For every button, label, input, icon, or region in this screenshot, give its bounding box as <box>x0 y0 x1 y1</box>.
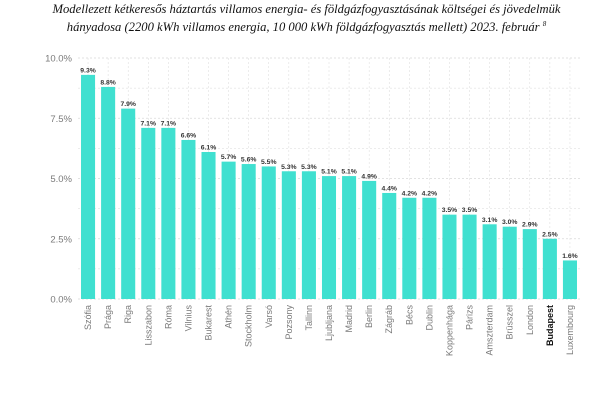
data-label: 5.3% <box>281 164 297 171</box>
x-tick-label: Róma <box>163 305 173 329</box>
data-label: 8.8% <box>100 79 116 86</box>
bar <box>101 86 116 299</box>
x-tick-label: London <box>525 305 535 335</box>
bar <box>161 127 176 299</box>
bar <box>281 171 296 299</box>
bar <box>201 151 216 299</box>
data-label: 5.1% <box>321 169 337 176</box>
x-tick-label: Koppenhága <box>444 305 454 356</box>
bar <box>321 176 337 299</box>
data-label: 5.7% <box>221 154 237 161</box>
x-tick-label: Zágráb <box>384 305 394 334</box>
x-tick-label: Vilnius <box>183 305 193 332</box>
data-label: 5.3% <box>301 164 317 171</box>
bar <box>542 238 557 299</box>
bar <box>402 197 417 299</box>
data-label: 3.5% <box>462 207 478 214</box>
chart-title-line1: Modellezett kétkeresős háztartás villamo… <box>52 2 561 16</box>
data-label: 5.1% <box>341 169 357 176</box>
data-label: 9.3% <box>80 67 96 74</box>
data-label: 3.0% <box>502 219 518 226</box>
y-tick-label: 5.0% <box>50 174 72 185</box>
data-label: 7.1% <box>141 120 157 127</box>
chart-title-line2-text: hányadosa (2200 kWh villamos energia, 10… <box>66 20 540 35</box>
bar <box>81 74 96 300</box>
x-tick-label: Prága <box>103 305 113 329</box>
bar <box>442 214 457 299</box>
y-tick-label: 7.5% <box>50 114 72 125</box>
chart-title-line2: hányadosa (2200 kWh villamos energia, 10… <box>0 17 613 35</box>
x-tick-label: Riga <box>123 305 133 324</box>
x-tick-label: Bécs <box>404 305 414 326</box>
x-tick-label: Varsó <box>264 305 274 328</box>
data-label: 5.5% <box>261 159 277 166</box>
data-label: 4.2% <box>422 190 438 197</box>
bar <box>181 139 196 299</box>
data-label: 4.4% <box>381 185 397 192</box>
y-tick-label: 10.0% <box>45 54 72 65</box>
x-tick-label: Stockholm <box>244 305 254 347</box>
data-label: 2.5% <box>542 231 558 238</box>
x-tick-label: Madrid <box>344 305 354 333</box>
bar <box>562 260 577 299</box>
bar <box>301 171 316 299</box>
x-tick-label: Bukarest <box>204 305 214 341</box>
x-tick-label: Berlin <box>364 305 374 328</box>
bar <box>502 226 517 299</box>
data-label: 3.5% <box>442 207 458 214</box>
data-label: 1.6% <box>562 253 578 260</box>
bar <box>462 214 477 299</box>
data-label: 5.6% <box>241 157 257 164</box>
footnote-marker: 8 <box>542 20 547 28</box>
data-label: 7.9% <box>120 101 136 108</box>
bar <box>482 224 497 299</box>
x-tick-label: Budapest <box>545 305 555 346</box>
x-tick-label: Szófia <box>83 305 93 330</box>
x-tick-label: Tallinn <box>304 305 314 331</box>
data-label: 4.2% <box>402 190 418 197</box>
bar <box>261 166 276 299</box>
x-tick-label: Luxembourg <box>565 305 575 355</box>
bar <box>141 127 156 299</box>
data-label: 3.1% <box>482 217 498 224</box>
x-tick-label: Brüsszel <box>505 305 515 340</box>
bar <box>342 176 357 299</box>
x-tick-label: Párizs <box>465 305 475 331</box>
bar <box>121 108 136 299</box>
bar <box>221 161 236 299</box>
data-label: 6.1% <box>201 144 217 151</box>
bar <box>241 164 256 299</box>
x-tick-label: Lisszabon <box>143 305 153 346</box>
data-label: 7.1% <box>161 120 177 127</box>
x-tick-label: Amszterdam <box>485 305 495 356</box>
data-label: 6.6% <box>181 132 197 139</box>
chart-title: Modellezett kétkeresős háztartás villamo… <box>0 2 613 35</box>
bar <box>362 180 377 299</box>
data-label: 4.9% <box>361 173 377 180</box>
x-tick-label: Dublin <box>424 305 434 331</box>
x-tick-label: Athén <box>224 305 234 329</box>
y-tick-label: 0.0% <box>50 295 72 306</box>
bar <box>382 192 397 299</box>
bar <box>422 197 437 299</box>
bar <box>522 229 537 299</box>
data-label: 2.9% <box>522 222 538 229</box>
x-tick-label: Pozsony <box>284 305 294 340</box>
y-tick-label: 2.5% <box>50 234 72 245</box>
x-tick-label: Ljubljana <box>324 305 334 341</box>
